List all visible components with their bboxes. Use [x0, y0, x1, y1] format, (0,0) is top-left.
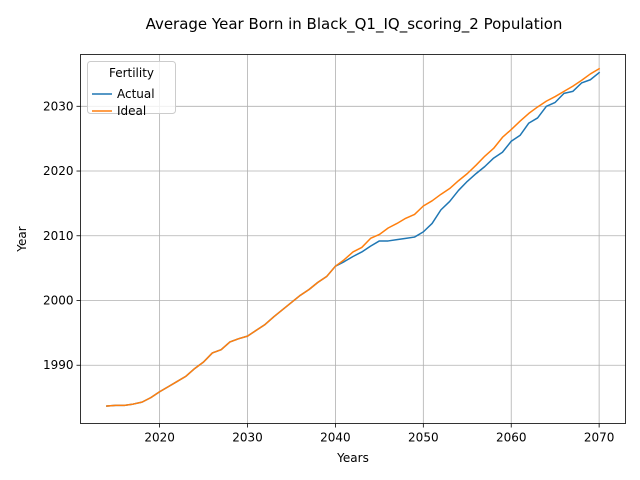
- series-line-actual: [106, 71, 601, 407]
- legend-label-actual: Actual: [117, 87, 155, 101]
- y-axis-label: Year: [15, 226, 29, 252]
- x-tick-label: 2020: [144, 431, 175, 445]
- legend-title: Fertility: [109, 66, 154, 80]
- x-tick-label: 2040: [320, 431, 351, 445]
- plot-frame: [80, 54, 626, 424]
- x-tick-label: 2060: [496, 431, 527, 445]
- series-line-ideal: [106, 67, 601, 407]
- legend-label-ideal: Ideal: [117, 104, 146, 118]
- y-tick-label: 2030: [43, 99, 74, 113]
- y-tick-label: 2000: [43, 294, 74, 308]
- series-lines: [106, 67, 601, 407]
- y-tick-label: 2010: [43, 229, 74, 243]
- x-axis-ticks: 2020 2030 2040 2050 2060 2070: [144, 423, 615, 445]
- x-tick-label: 2070: [584, 431, 615, 445]
- legend: Fertility Actual Ideal: [87, 61, 176, 118]
- y-tick-label: 1990: [43, 358, 74, 372]
- legend-box: [87, 61, 176, 114]
- x-tick-label: 2050: [408, 431, 439, 445]
- x-tick-label: 2030: [232, 431, 263, 445]
- y-axis-ticks: 1990 2000 2010 2020 2030: [43, 99, 81, 372]
- x-axis-label: Years: [336, 451, 369, 465]
- chart-title: Average Year Born in Black_Q1_IQ_scoring…: [146, 15, 563, 34]
- y-tick-label: 2020: [43, 164, 74, 178]
